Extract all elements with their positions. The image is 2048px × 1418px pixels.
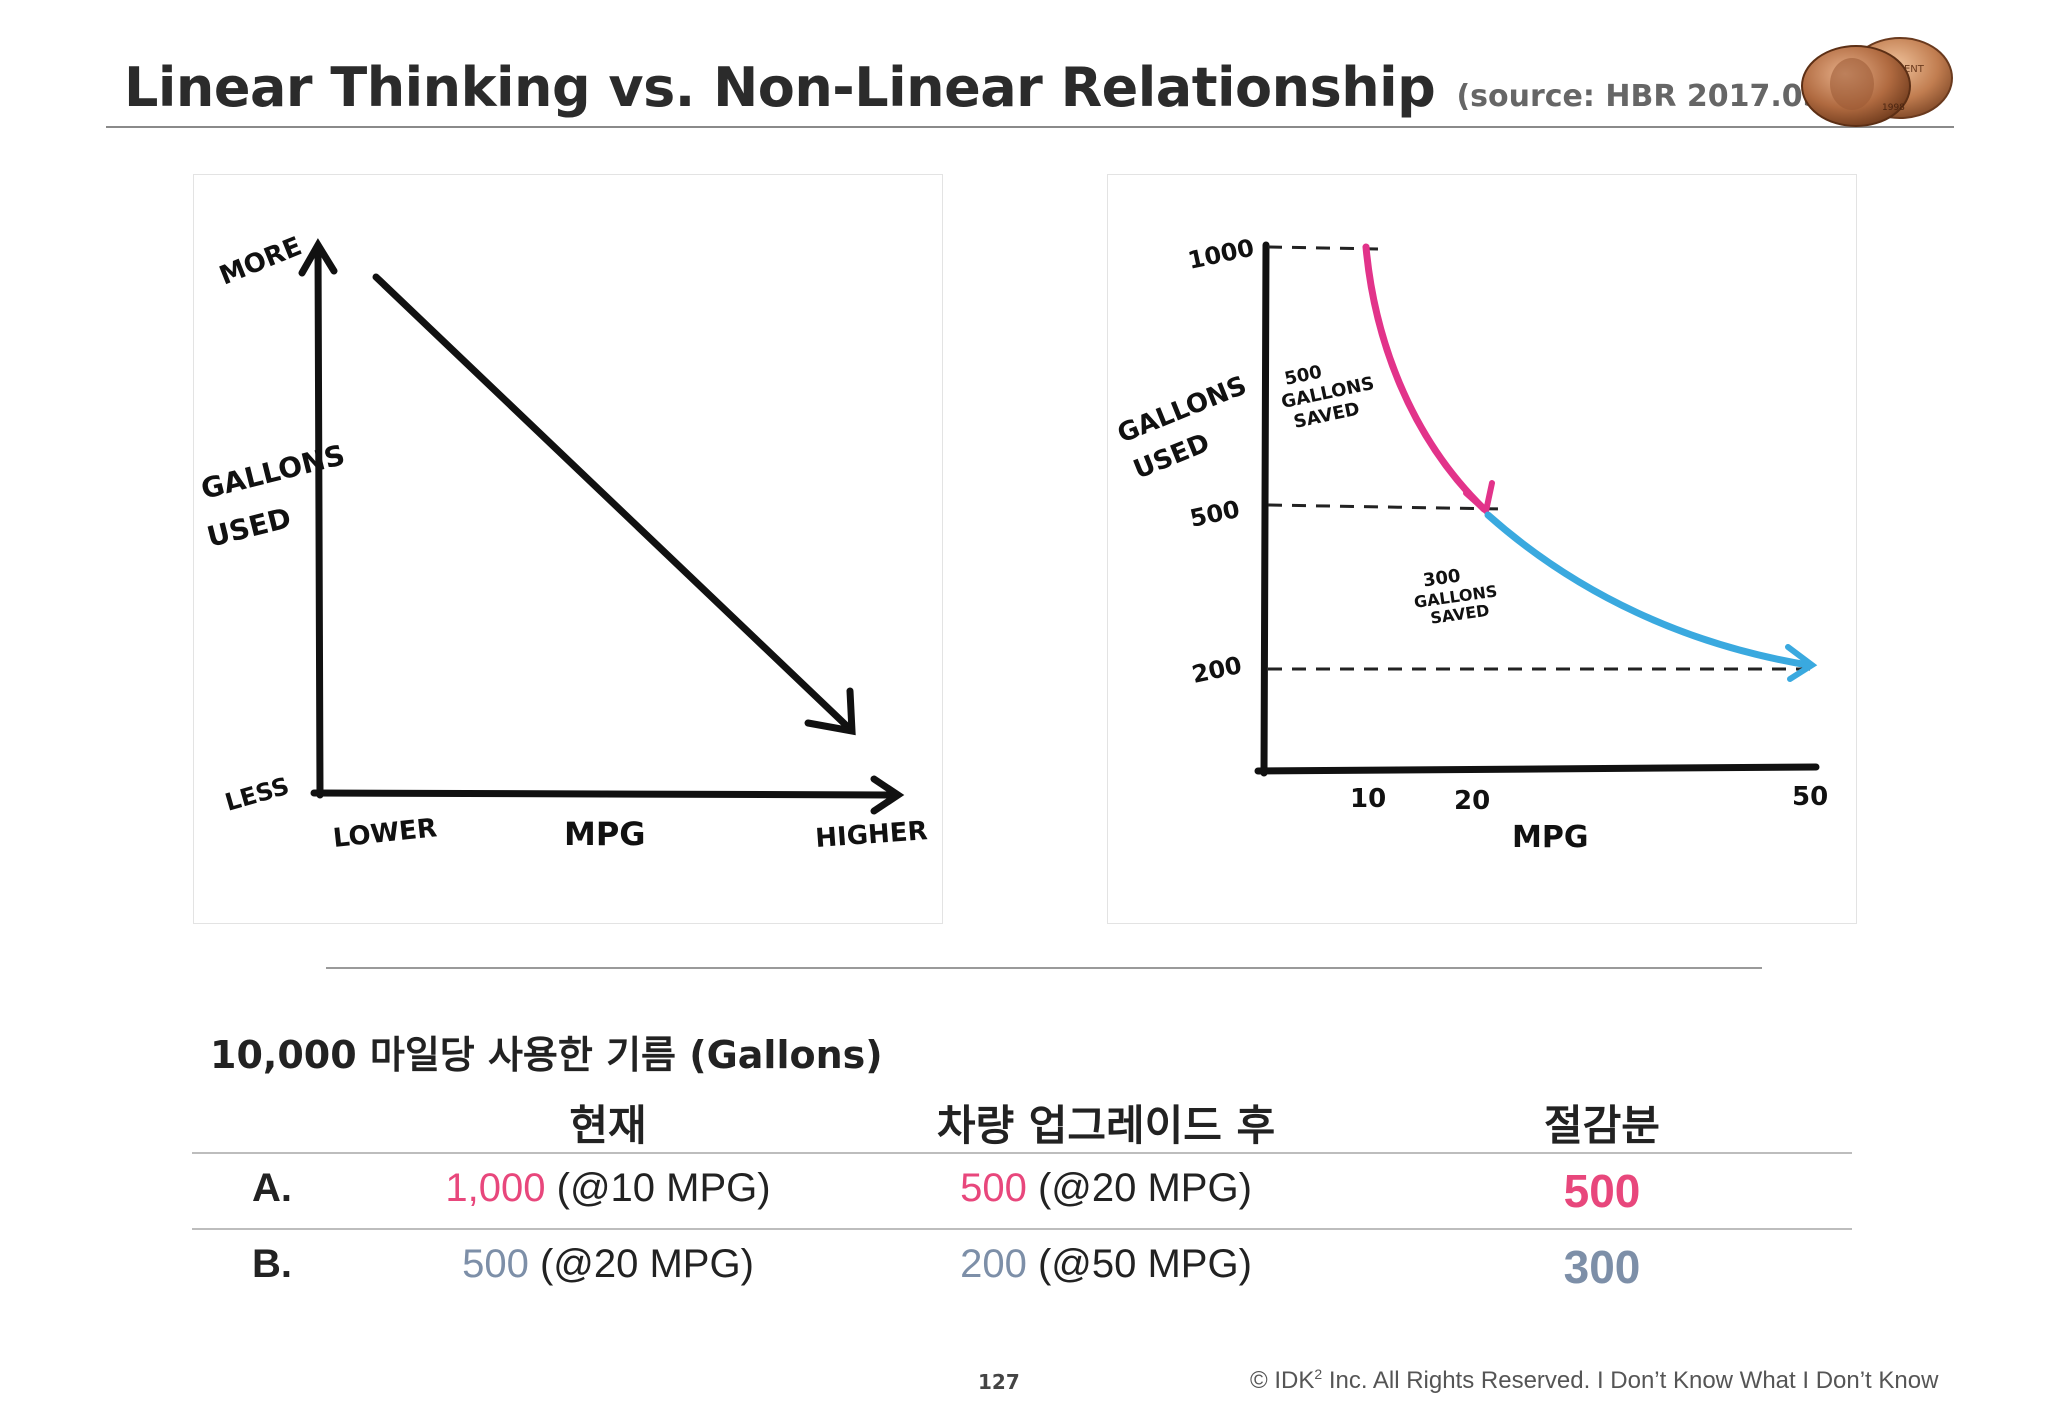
gridline-1000 — [1267, 245, 1381, 251]
table-rule-top — [192, 1152, 1852, 1154]
y-tick-500: 500 — [1187, 495, 1242, 533]
header-current: 현재 — [569, 1101, 647, 1150]
after-cell: 500 (@20 MPG) — [846, 1166, 1366, 1211]
copyright-rest: Inc. All Rights Reserved. I Don’t Know W… — [1322, 1367, 1939, 1394]
linear-x-right-label: HIGHER — [814, 816, 928, 854]
current-value: 500 — [462, 1242, 529, 1286]
linear-y-axis-label-2: USED — [204, 501, 295, 554]
slide-title: Linear Thinking vs. Non-Linear Relations… — [124, 56, 1436, 119]
note-2-line-1: 300 — [1422, 565, 1462, 591]
linear-x-axis-arrow — [870, 775, 905, 815]
copyright-prefix: © IDK — [1250, 1367, 1315, 1394]
after-note: (@50 MPG) — [1026, 1242, 1252, 1286]
title-divider — [106, 126, 1954, 128]
linear-y-axis-label-1: GALLONS — [198, 438, 348, 506]
curve-segment-1-arrow — [1463, 480, 1495, 517]
table-row: A. 1,000 (@10 MPG) 500 (@20 MPG) 500 — [192, 1160, 1852, 1230]
note-500-saved: 500 GALLONS SAVED — [1279, 362, 1376, 433]
current-note: (@10 MPG) — [545, 1166, 771, 1210]
linear-chart-panel: MORE GALLONS USED LESS LOWER MPG HIGHER — [193, 174, 943, 924]
gridline-500 — [1267, 503, 1503, 511]
linear-trend-line — [372, 273, 854, 733]
linear-x-axis-label: MPG — [564, 815, 646, 853]
row-label: A. — [252, 1166, 292, 1210]
after-note: (@20 MPG) — [1026, 1166, 1252, 1210]
saved-value: 300 — [1563, 1241, 1641, 1293]
header-after-upgrade: 차량 업그레이드 후 — [936, 1101, 1276, 1150]
linear-x-axis — [310, 789, 898, 799]
curve-segment-2-arrow — [1785, 644, 1818, 682]
row-label: B. — [252, 1242, 292, 1286]
coins-image: ONE CENT 1998 — [1801, 37, 1953, 127]
x-tick-20: 20 — [1454, 786, 1490, 816]
linear-y-top-label: MORE — [215, 232, 306, 292]
current-value: 1,000 — [445, 1166, 546, 1210]
linear-chart: MORE GALLONS USED LESS LOWER MPG HIGHER — [198, 232, 929, 854]
x-tick-10: 10 — [1350, 784, 1386, 814]
table-rule-middle — [192, 1228, 1852, 1230]
after-value: 500 — [960, 1166, 1027, 1210]
y-tick-200: 200 — [1189, 651, 1244, 689]
current-note: (@20 MPG) — [528, 1242, 754, 1286]
curve-segment-1 — [1362, 243, 1488, 513]
curve-segment-2 — [1484, 511, 1812, 669]
linear-y-axis-arrow — [298, 238, 338, 277]
table-row: B. 500 (@20 MPG) 200 (@50 MPG) 300 — [192, 1236, 1852, 1306]
copyright-superscript: 2 — [1314, 1366, 1323, 1382]
saved-value: 500 — [1563, 1165, 1641, 1217]
y-tick-1000: 1000 — [1185, 234, 1256, 275]
linear-y-axis — [314, 243, 324, 799]
nonlinear-y-axis — [1260, 241, 1270, 777]
linear-y-bottom-label: LESS — [222, 772, 292, 817]
header-savings: 절감분 — [1544, 1101, 1660, 1150]
table-title: 10,000 마일당 사용한 기름 (Gallons) — [210, 1033, 883, 1077]
linear-trend-arrow — [804, 687, 856, 736]
section-divider — [326, 967, 1762, 969]
nonlinear-x-axis-label: MPG — [1512, 820, 1588, 855]
slide-title-row: Linear Thinking vs. Non-Linear Relations… — [124, 56, 1924, 126]
note-300-saved: 300 GALLONS SAVED — [1413, 565, 1499, 627]
after-value: 200 — [960, 1242, 1027, 1286]
linear-x-left-label: LOWER — [332, 813, 439, 854]
nonlinear-chart-panel: 1000 500 200 10 20 50 GALLONS USED MPG 5… — [1107, 174, 1857, 924]
copyright-notice: © IDK2 Inc. All Rights Reserved. I Don’t… — [1250, 1366, 1938, 1395]
x-tick-50: 50 — [1792, 782, 1828, 812]
current-cell: 1,000 (@10 MPG) — [348, 1166, 868, 1211]
after-cell: 200 (@50 MPG) — [846, 1242, 1366, 1287]
current-cell: 500 (@20 MPG) — [348, 1242, 868, 1287]
nonlinear-chart: 1000 500 200 10 20 50 GALLONS USED MPG 5… — [1113, 234, 1828, 855]
page-number: 127 — [978, 1370, 1020, 1394]
coin-date: 1998 — [1882, 103, 1905, 113]
nonlinear-x-axis — [1254, 763, 1820, 775]
